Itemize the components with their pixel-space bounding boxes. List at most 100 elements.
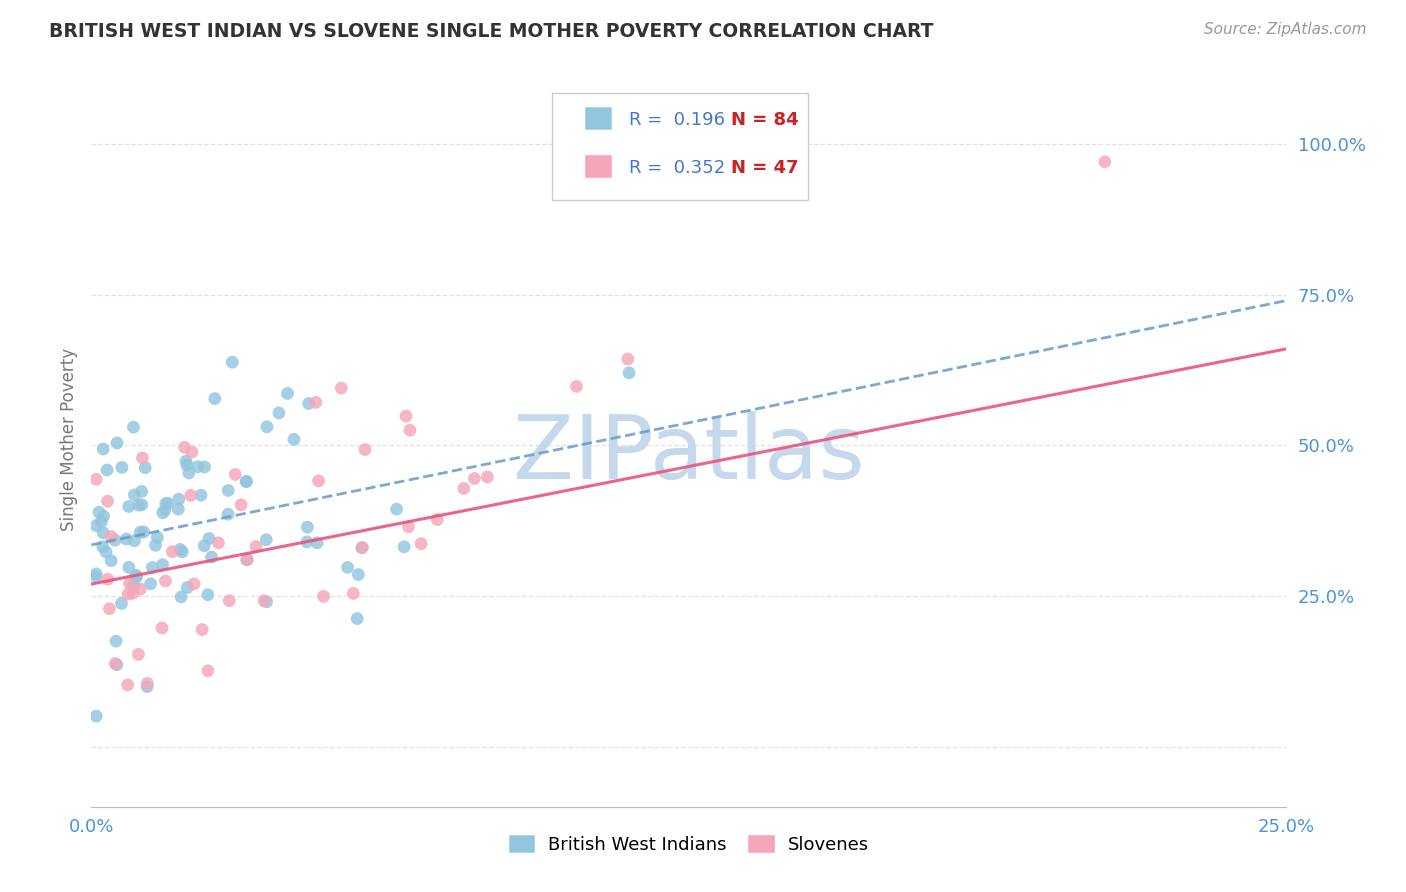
Point [183, 577, 205, 591]
FancyBboxPatch shape [585, 107, 612, 128]
Point [110, 597, 132, 611]
Point [198, 532, 221, 546]
Point [94, 545, 117, 559]
Point [190, 488, 212, 502]
Point [477, 470, 499, 484]
FancyBboxPatch shape [585, 154, 612, 177]
Point [187, 459, 209, 474]
Point [155, 574, 177, 588]
Point [124, 488, 146, 502]
Point [180, 445, 202, 459]
Point [132, 524, 155, 539]
Point [253, 594, 276, 608]
Point [129, 525, 152, 540]
Point [224, 467, 246, 482]
Point [111, 460, 134, 475]
Point [217, 483, 239, 498]
Point [218, 593, 240, 607]
Point [128, 498, 150, 512]
Text: R =  0.196: R = 0.196 [630, 111, 725, 129]
Point [352, 541, 374, 555]
Point [1094, 154, 1116, 169]
Point [167, 492, 190, 507]
Point [118, 576, 141, 591]
Point [124, 533, 146, 548]
Point [463, 471, 485, 485]
Point [395, 409, 418, 424]
Point [346, 611, 368, 625]
Point [153, 503, 176, 517]
Point [426, 512, 449, 526]
Point [150, 621, 173, 635]
Y-axis label: Single Mother Poverty: Single Mother Poverty [59, 348, 77, 531]
Point [235, 475, 257, 489]
Point [297, 520, 319, 534]
Point [453, 482, 475, 496]
Point [236, 552, 259, 566]
Point [139, 577, 162, 591]
Text: BRITISH WEST INDIAN VS SLOVENE SINGLE MOTHER POVERTY CORRELATION CHART: BRITISH WEST INDIAN VS SLOVENE SINGLE MO… [49, 22, 934, 41]
Point [312, 590, 335, 604]
Point [565, 379, 588, 393]
Point [104, 657, 127, 671]
Point [156, 496, 179, 510]
Point [97, 572, 120, 586]
Point [131, 498, 153, 512]
Point [136, 676, 159, 690]
Point [385, 502, 408, 516]
Point [125, 568, 148, 582]
Point [91, 442, 114, 456]
Point [307, 535, 329, 549]
Point [256, 420, 278, 434]
Point [84, 518, 107, 533]
Point [305, 395, 328, 409]
Point [176, 458, 198, 472]
Point [617, 366, 640, 380]
Point [201, 550, 224, 565]
Point [90, 515, 112, 529]
Point [131, 484, 153, 499]
Point [141, 560, 163, 574]
Point [84, 566, 107, 581]
Point [399, 423, 422, 437]
Point [308, 474, 330, 488]
Point [350, 541, 373, 555]
Text: ZIPatlas: ZIPatlas [513, 410, 865, 498]
Point [145, 538, 167, 552]
Point [197, 588, 219, 602]
Point [118, 500, 141, 514]
Point [105, 657, 128, 672]
Point [93, 509, 115, 524]
Text: Source: ZipAtlas.com: Source: ZipAtlas.com [1204, 22, 1367, 37]
Point [207, 536, 229, 550]
Point [122, 578, 145, 592]
Point [177, 466, 200, 480]
Point [283, 433, 305, 447]
Point [193, 459, 215, 474]
Point [254, 533, 277, 547]
Point [169, 542, 191, 557]
Point [100, 529, 122, 543]
Point [256, 595, 278, 609]
Point [91, 540, 114, 554]
Point [398, 520, 420, 534]
Point [174, 454, 197, 468]
Point [191, 623, 214, 637]
Text: N = 47: N = 47 [731, 159, 799, 177]
Point [197, 664, 219, 678]
Point [122, 586, 145, 600]
Text: R =  0.352: R = 0.352 [630, 159, 725, 177]
Point [125, 570, 148, 584]
Point [172, 545, 194, 559]
Point [193, 539, 215, 553]
Point [221, 355, 243, 369]
Point [162, 544, 184, 558]
Point [235, 553, 257, 567]
Point [100, 554, 122, 568]
Point [84, 472, 107, 486]
Point [298, 396, 321, 410]
Point [170, 590, 193, 604]
Point [105, 634, 128, 648]
Point [127, 648, 149, 662]
Point [117, 678, 139, 692]
